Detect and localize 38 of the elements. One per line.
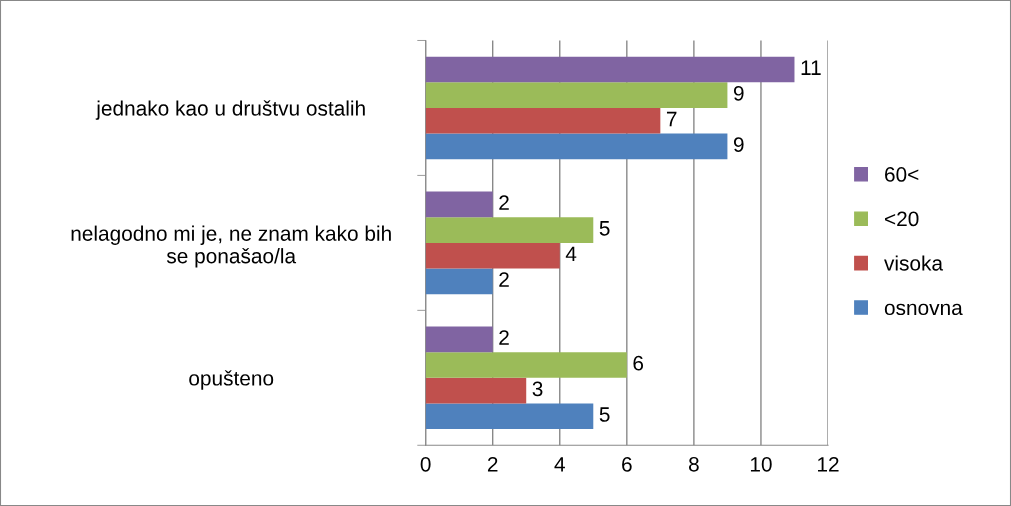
data-label: 5	[599, 221, 610, 236]
y-tick-label: nelagodno mi je, ne znam kako bih se ponašao/la	[71, 225, 391, 268]
legend-label: 60<	[885, 167, 919, 182]
data-label: 7	[666, 111, 677, 127]
x-tick-label: 2	[487, 456, 498, 472]
data-label: 9	[733, 85, 744, 101]
y-tick-label: jednako kao u društvu ostalih	[95, 100, 365, 120]
data-label: 2	[499, 195, 509, 210]
bar	[425, 82, 728, 108]
x-tick-label: 8	[689, 456, 699, 472]
x-tick-label: 0	[420, 456, 431, 472]
x-tick-label: 10	[750, 456, 772, 472]
data-label: 4	[565, 246, 577, 262]
legend-label: visoka	[884, 255, 944, 271]
bar	[425, 377, 527, 404]
bar	[425, 326, 493, 353]
bar	[425, 352, 627, 378]
bar	[425, 403, 594, 430]
data-label: 5	[599, 407, 610, 422]
bar	[425, 107, 661, 134]
data-label: 2	[499, 272, 509, 287]
bar	[425, 191, 493, 218]
data-label: 11	[801, 60, 821, 75]
bar	[425, 268, 493, 295]
bar	[425, 242, 560, 269]
data-label: 3	[532, 381, 543, 397]
bar	[425, 56, 795, 83]
data-label: 2	[499, 330, 509, 345]
data-label: 9	[733, 137, 744, 152]
data-label: 6	[633, 355, 644, 371]
legend-label: <20	[885, 211, 919, 227]
x-tick-label: 12	[818, 456, 839, 472]
bar	[425, 133, 728, 160]
legend-label: osnovna	[884, 303, 963, 316]
bar	[425, 217, 594, 243]
x-tick-label: 4	[554, 457, 565, 472]
x-tick-label: 6	[622, 456, 632, 472]
y-tick-label: opušteno	[189, 370, 274, 390]
